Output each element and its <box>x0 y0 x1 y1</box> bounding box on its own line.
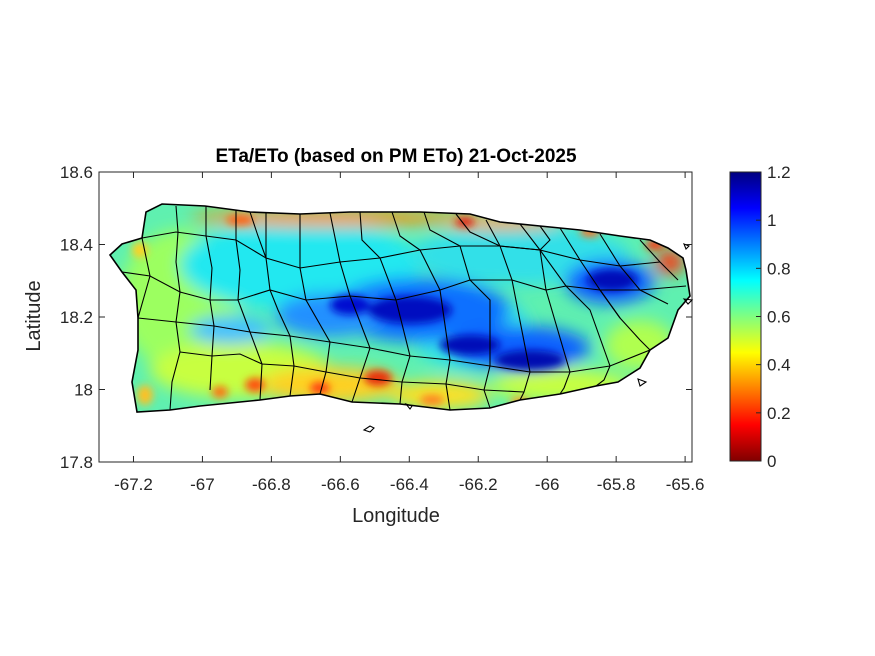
municipality-boundaries <box>121 205 687 411</box>
y-tick-label: 17.8 <box>60 453 93 472</box>
colorbar-gradient <box>729 171 762 462</box>
colorbar-tick-label: 1.2 <box>767 163 791 182</box>
colorbar-tick-label: 1 <box>767 211 776 230</box>
x-tick-label: -67.2 <box>114 475 153 494</box>
x-axis: -67.2 -67 -66.8 -66.6 -66.4 -66.2 -66 -65.8 -65.… <box>114 172 704 527</box>
colorbar-tick-label: 0 <box>767 452 776 471</box>
colorbar-tick-label: 0.2 <box>767 404 791 423</box>
y-axis: 18.6 18.4 18.2 18 17.8 Latitude <box>23 163 692 472</box>
y-axis-label: Latitude <box>23 280 45 351</box>
chart-title: ETa/ETo (based on PM ETo) 21-Oct-2025 <box>215 146 576 167</box>
colorbar: 1.2 1 0.8 0.6 0.4 0.2 0 <box>729 163 791 471</box>
x-tick-label: -65.6 <box>666 475 705 494</box>
x-tick-label: -66 <box>535 475 560 494</box>
x-tick-label: -66.8 <box>252 475 291 494</box>
x-axis-label: Longitude <box>352 505 440 527</box>
y-tick-label: 18.2 <box>60 308 93 327</box>
colorbar-tick-label: 0.4 <box>767 356 791 375</box>
x-tick-label: -66.6 <box>321 475 360 494</box>
colorbar-tick-label: 0.8 <box>767 259 791 278</box>
x-tick-label: -66.4 <box>390 475 429 494</box>
x-tick-label: -65.8 <box>597 475 636 494</box>
colorbar-tick-label: 0.6 <box>767 308 791 327</box>
offshore-islets <box>362 243 694 433</box>
y-tick-label: 18.4 <box>60 236 93 255</box>
y-tick-label: 18.6 <box>60 163 93 182</box>
y-tick-label: 18 <box>74 381 93 400</box>
x-tick-label: -66.2 <box>459 475 498 494</box>
x-tick-label: -67 <box>190 475 215 494</box>
